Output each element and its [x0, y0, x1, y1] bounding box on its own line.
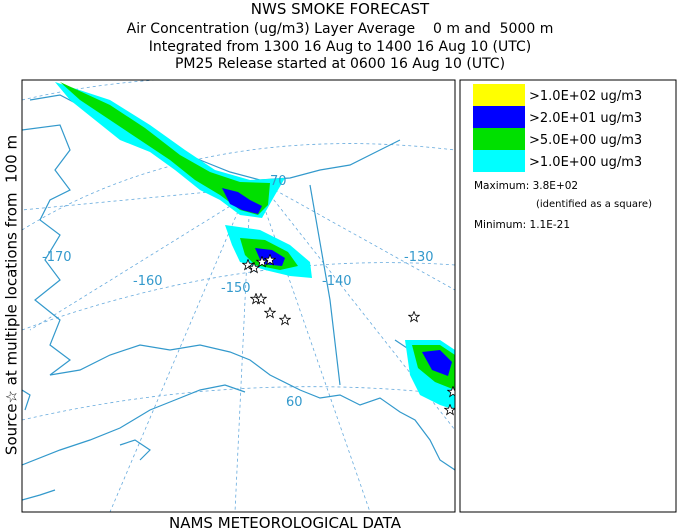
legend: Maximum: 3.8E+02 (identified as a square…	[459, 79, 677, 513]
longitude-label: -150	[221, 281, 251, 296]
subtitle-line: Air Concentration (ug/m3) Layer Average …	[127, 21, 554, 37]
latitude-label: 70	[270, 174, 287, 189]
legend-swatch	[473, 150, 525, 172]
legend-label: >2.0E+01 ug/m3	[529, 111, 642, 126]
legend-swatch	[473, 128, 525, 150]
legend-swatch	[473, 84, 525, 106]
subtitle-line: PM25 Release started at 0600 16 Aug 10 (…	[175, 56, 505, 72]
coastline	[22, 94, 455, 501]
legend-label: >1.0E+00 ug/m3	[529, 155, 642, 170]
smoke-plumes	[55, 82, 455, 410]
legend-swatch	[473, 106, 525, 128]
subtitle-line: Integrated from 1300 16 Aug to 1400 16 A…	[149, 39, 532, 55]
legend-label: >5.0E+00 ug/m3	[529, 133, 642, 148]
longitude-label: -140	[322, 274, 352, 289]
longitude-label: -130	[404, 250, 434, 265]
legend-label: >1.0E+02 ug/m3	[529, 89, 642, 104]
map: -170 -160 -150 -140 -130 70 60	[21, 79, 456, 513]
footer: NAMS METEOROLOGICAL DATA	[169, 514, 402, 532]
map-frame	[21, 79, 456, 513]
maximum: Maximum: 3.8E+02	[474, 180, 578, 192]
title: NWS SMOKE FORECAST	[251, 0, 430, 18]
latitude-label: 60	[286, 395, 303, 410]
minimum: Minimum: 1.1E-21	[474, 219, 570, 231]
longitude-label: -170	[42, 250, 72, 265]
legend-frame	[459, 79, 677, 513]
longitude-label: -160	[133, 274, 163, 289]
maximum-note: (identified as a square)	[536, 199, 652, 210]
side-label: Source☆ at multiple locations from 100 m	[3, 135, 21, 455]
